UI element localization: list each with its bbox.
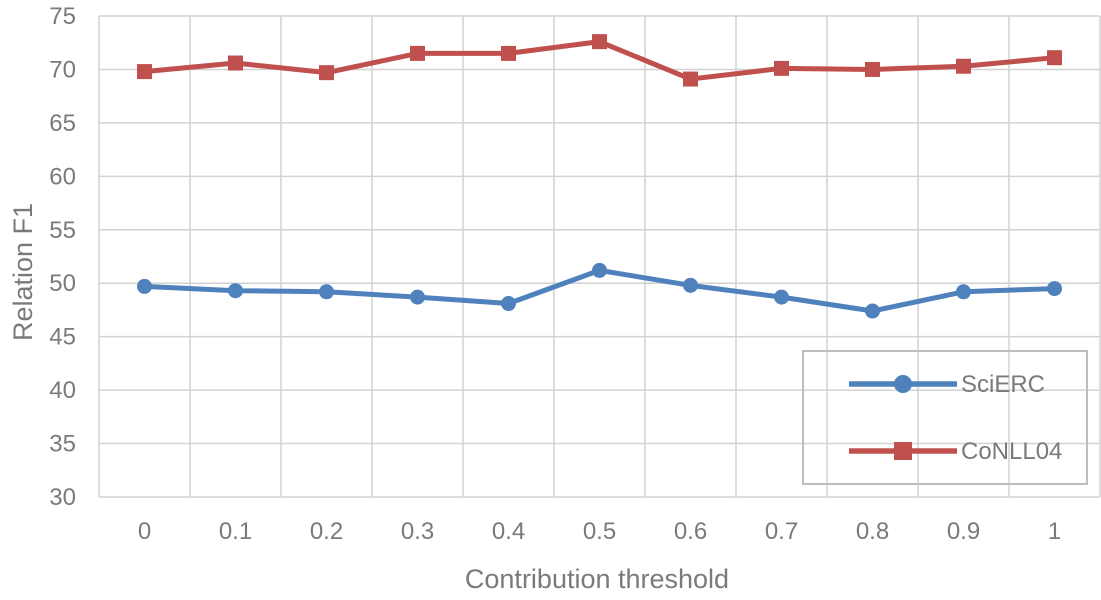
y-tick-label: 60 — [49, 163, 76, 190]
data-point-scierc-0.1 — [228, 283, 243, 299]
data-point-conll04-0.5 — [592, 34, 607, 50]
chart-legend: SciERC CoNLL04 — [802, 350, 1088, 485]
x-tick-label: 0.1 — [219, 518, 252, 545]
y-tick-label: 30 — [49, 484, 76, 511]
data-point-conll04-0.2 — [319, 65, 334, 81]
legend-marker-samples — [849, 375, 957, 460]
legend-marker-conll04 — [894, 442, 912, 460]
y-tick-label: 70 — [49, 56, 76, 83]
x-tick-label: 0.6 — [674, 518, 707, 545]
x-axis-title: Contribution threshold — [465, 564, 729, 594]
data-point-scierc-1 — [1047, 281, 1062, 297]
y-tick-label: 65 — [49, 110, 76, 137]
legend-label-conll04: CoNLL04 — [961, 438, 1062, 465]
x-tick-label: 0.9 — [947, 518, 980, 545]
y-axis-title: Relation F1 — [8, 203, 38, 341]
legend-label-scierc: SciERC — [961, 371, 1045, 398]
data-point-scierc-0.5 — [592, 262, 607, 278]
data-point-scierc-0.6 — [683, 277, 698, 293]
series-layer — [137, 34, 1062, 319]
x-tick-label: 0.2 — [310, 518, 343, 545]
y-tick-label: 35 — [49, 431, 76, 458]
x-tick-label: 0.7 — [765, 518, 798, 545]
legend-border — [802, 350, 1088, 485]
x-tick-label: 0 — [138, 518, 151, 545]
data-point-conll04-1 — [1047, 50, 1062, 66]
data-point-conll04-0.3 — [410, 45, 425, 61]
data-point-conll04-0.8 — [865, 61, 880, 77]
data-point-conll04-0.1 — [228, 55, 243, 71]
y-tick-label: 55 — [49, 217, 76, 244]
data-point-conll04-0 — [137, 64, 152, 80]
data-point-scierc-0.9 — [956, 284, 971, 300]
x-tick-label: 0.3 — [401, 518, 434, 545]
data-point-conll04-0.4 — [501, 45, 516, 61]
data-point-scierc-0.3 — [410, 289, 425, 305]
y-tick-label: 75 — [49, 3, 76, 30]
gridlines — [98, 15, 1101, 498]
data-point-scierc-0.2 — [319, 284, 334, 300]
y-tick-label: 45 — [49, 324, 76, 351]
data-point-scierc-0.8 — [865, 303, 880, 319]
data-point-scierc-0.4 — [501, 296, 516, 312]
y-tick-label: 40 — [49, 377, 76, 404]
x-tick-label: 0.8 — [856, 518, 889, 545]
data-point-conll04-0.9 — [956, 58, 971, 74]
data-point-conll04-0.6 — [683, 71, 698, 87]
x-tick-label: 0.4 — [492, 518, 525, 545]
x-tick-label: 1 — [1048, 518, 1061, 545]
data-point-conll04-0.7 — [774, 60, 789, 76]
data-point-scierc-0 — [137, 278, 152, 294]
x-tick-label: 0.5 — [583, 518, 616, 545]
y-tick-label: 50 — [49, 270, 76, 297]
axis-tick-labels: 75 70 65 60 55 50 45 40 35 30 0 0.1 0.2 0.3 0.4 0.5 0.6 0… — [49, 3, 1061, 545]
data-point-scierc-0.7 — [774, 289, 789, 305]
legend-marker-scierc — [894, 375, 912, 393]
